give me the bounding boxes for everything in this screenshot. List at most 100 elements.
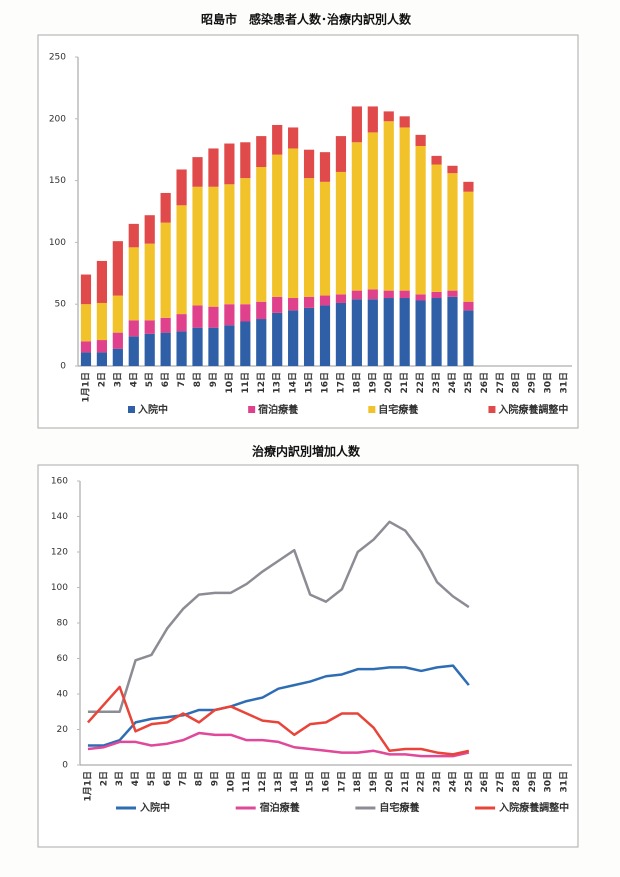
line-series (87, 520, 470, 713)
bar-segment (351, 290, 362, 300)
legend-swatch (368, 406, 376, 413)
x-tick-label: 26日 (479, 771, 490, 793)
bar-segment (431, 155, 442, 165)
bar-segment (351, 299, 362, 366)
bar-segment (80, 341, 92, 353)
x-tick-label: 5日 (146, 771, 157, 786)
bar-segment (463, 191, 474, 302)
x-tick-label: 23日 (431, 372, 442, 394)
bar-segment (192, 186, 203, 306)
x-tick-label: 8日 (194, 771, 205, 786)
bar-segment (447, 173, 458, 291)
bar-segment (272, 154, 283, 297)
bar-segment (303, 296, 315, 308)
y-tick-label: 160 (51, 477, 68, 487)
y-tick-label: 100 (49, 238, 66, 248)
x-tick-label: 28日 (511, 372, 522, 394)
bar-segment (383, 298, 394, 366)
bar-segment (224, 304, 235, 326)
bar-segment (80, 304, 92, 342)
bar-segment (415, 300, 426, 366)
bar-segment (128, 320, 139, 337)
bar-segment (415, 134, 426, 146)
x-tick-label: 15日 (305, 771, 316, 793)
bar-segment (367, 299, 378, 366)
bar-segment (240, 321, 251, 366)
x-tick-label: 15日 (304, 372, 315, 394)
bar-segment (208, 148, 219, 187)
x-tick-label: 17日 (335, 372, 346, 394)
bar-segment (319, 152, 331, 182)
bar-segment (463, 181, 474, 192)
y-tick-label: 140 (51, 512, 68, 522)
bar-segment (208, 306, 219, 328)
bar-segment (224, 325, 235, 366)
bar-segment (144, 320, 155, 334)
x-tick-label: 10日 (225, 771, 236, 793)
x-tick-label: 6日 (160, 372, 171, 387)
x-tick-label: 2日 (98, 771, 109, 786)
line-series (87, 731, 470, 758)
bar-segment (192, 327, 203, 366)
bar-segment (96, 340, 108, 353)
bar-segment (288, 127, 299, 149)
bar-segment (176, 314, 187, 332)
x-tick-label: 29日 (527, 771, 538, 793)
bar-segment (383, 290, 394, 299)
x-tick-label: 23日 (432, 771, 443, 793)
bar-segment (240, 142, 251, 179)
bar-segment (399, 127, 410, 291)
x-tick-label: 27日 (495, 372, 506, 394)
x-tick-label: 26日 (479, 372, 490, 394)
bar-segment (431, 298, 442, 366)
bar-segment (80, 274, 92, 305)
x-tick-label: 30日 (543, 372, 554, 394)
bar-segment (415, 145, 426, 295)
x-tick-label: 3日 (114, 771, 125, 786)
x-tick-label: 19日 (368, 771, 379, 793)
bar-segment (367, 106, 378, 133)
bar-segment (128, 336, 139, 366)
bar-segment (112, 332, 123, 349)
bar-segment (128, 247, 139, 321)
legend-label: 入院中 (140, 801, 170, 814)
x-tick-label: 31日 (559, 771, 570, 793)
x-tick-label: 12日 (257, 771, 268, 793)
bar-segment (335, 302, 347, 366)
x-tick-label: 2日 (96, 372, 107, 387)
legend-label: 入院療養調整中 (498, 403, 568, 416)
x-tick-label: 18日 (351, 372, 362, 394)
bar-segment (463, 301, 474, 311)
x-tick-label: 4日 (130, 771, 141, 786)
x-tick-label: 11日 (240, 372, 251, 394)
bar-segment (192, 305, 203, 328)
bar-segment (288, 298, 299, 311)
bar-segment (144, 243, 155, 321)
bar-segment (112, 241, 123, 296)
bar-segment (319, 295, 331, 306)
bar-segment (367, 132, 378, 290)
bar-segment (96, 260, 108, 303)
bar-segment (160, 332, 171, 366)
y-tick-label: 0 (60, 362, 66, 372)
x-tick-label: 22日 (415, 372, 426, 394)
x-tick-label: 25日 (463, 771, 474, 793)
bar-segment (399, 298, 410, 366)
bar-segment (176, 169, 187, 206)
legend-label: 宿泊療養 (260, 801, 300, 814)
x-tick-label: 20日 (383, 372, 394, 394)
bar-segment (367, 289, 378, 300)
y-tick-label: 250 (49, 53, 66, 63)
bar-segment (272, 296, 283, 313)
x-tick-label: 20日 (384, 771, 395, 793)
x-tick-label: 18日 (352, 771, 363, 793)
bar-segment (335, 136, 347, 172)
x-tick-label: 25日 (463, 372, 474, 394)
legend-swatch (128, 406, 135, 413)
bar-segment (303, 149, 315, 179)
bar-segment (256, 319, 267, 366)
x-tick-label: 14日 (288, 372, 299, 394)
y-tick-label: 20 (57, 725, 69, 735)
chart-frame (37, 464, 579, 848)
